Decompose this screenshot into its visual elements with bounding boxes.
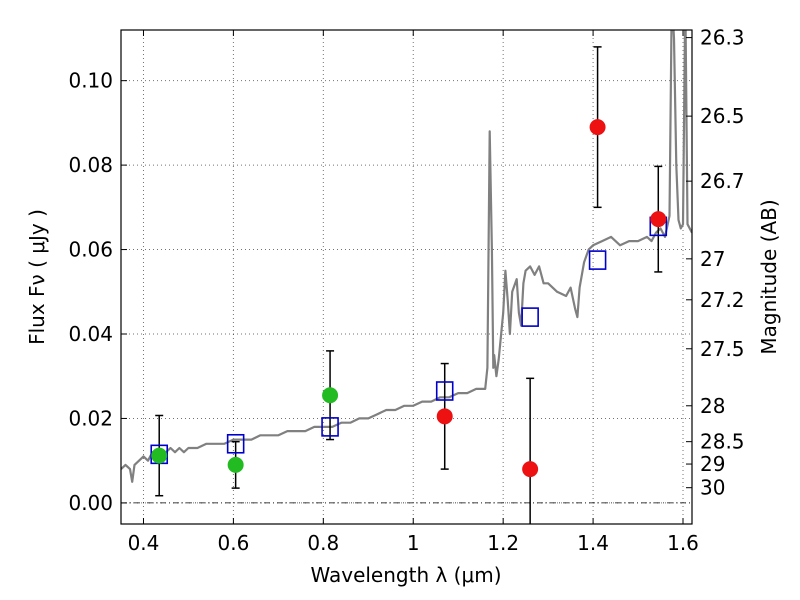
right-axis-title: Magnitude (AB)	[757, 199, 781, 354]
model-photometry-square	[588, 250, 607, 270]
model-spectrum-line	[121, 30, 692, 483]
plot-frame	[120, 29, 693, 525]
x-tick-label: 1.6	[667, 531, 699, 555]
y-tick-label: 0.04	[68, 322, 113, 346]
y-axis-title: Flux Fν ( μJy )	[25, 209, 49, 345]
x-tick-label: 0.4	[128, 531, 160, 555]
mag-tick-label: 29	[700, 452, 725, 476]
red-data-point	[589, 119, 606, 136]
mag-tick-label: 27.2	[700, 288, 745, 312]
red-data-point	[436, 408, 453, 425]
model-photometry-square	[226, 433, 245, 454]
grid-layer	[121, 30, 692, 524]
model-photometry-square	[321, 417, 339, 437]
y-tick-label: 0.00	[68, 491, 113, 515]
green-data-point	[227, 456, 244, 473]
mag-tick-label: 28	[700, 394, 725, 418]
x-tick-label: 1.2	[487, 531, 519, 555]
model-photometry-square	[435, 381, 454, 401]
y-tick-label: 0.08	[68, 153, 113, 177]
mag-tick-label: 26.3	[700, 26, 745, 50]
y-tick-label: 0.06	[68, 238, 113, 262]
y-tick-label: 0.02	[68, 406, 113, 430]
x-tick-label: 1.4	[577, 531, 609, 555]
green-data-point	[322, 387, 339, 404]
x-axis-title: Wavelength λ (μm)	[310, 563, 501, 587]
x-tick-label: 0.8	[307, 531, 339, 555]
mag-tick-label: 30	[700, 476, 725, 500]
axes-layer: 0.4 0.6 0.8 1 1.2 1.4 1.6 0.00 0.02 0.04 0.06 0.08 0…	[68, 26, 744, 555]
mag-tick-label: 27.5	[700, 337, 745, 361]
y-tick-label: 0.10	[68, 69, 113, 93]
x-tick-label: 0.6	[217, 531, 249, 555]
mag-tick-label: 27	[700, 247, 725, 271]
red-data-point	[650, 211, 667, 228]
mag-tick-label: 26.5	[700, 104, 745, 128]
spectrum-layer	[121, 30, 692, 483]
model-photometry-square	[521, 307, 539, 327]
green-data-point	[151, 447, 168, 464]
x-tick-label: 1	[407, 531, 420, 555]
mag-tick-label: 26.7	[700, 169, 745, 193]
red-data-point	[522, 461, 539, 478]
mag-tick-label: 28.5	[700, 430, 745, 454]
marker-layer	[150, 119, 668, 478]
